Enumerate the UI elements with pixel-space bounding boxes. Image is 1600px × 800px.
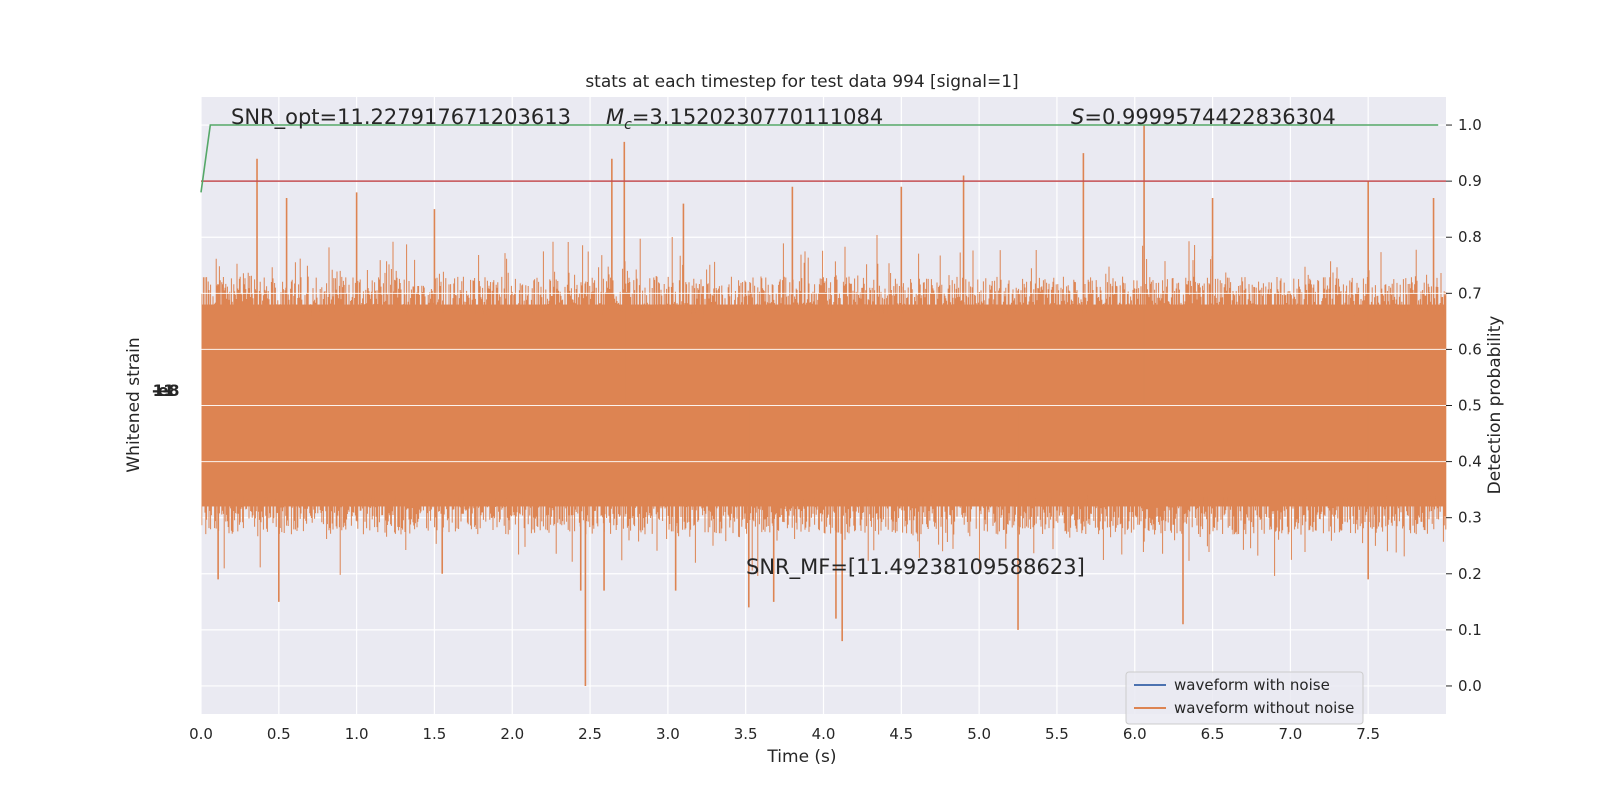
legend-label-clean: waveform without noise [1174, 699, 1354, 717]
s-annotation: S=0.9999574422836304 [1071, 105, 1336, 129]
x-axis-label: Time (s) [766, 747, 836, 767]
y-tick-label: 0.9 [1458, 172, 1482, 190]
snr-opt-annotation: SNR_opt=11.227917671203613 [231, 105, 571, 130]
x-tick-label: 5.0 [967, 725, 991, 743]
x-tick-label: 2.0 [500, 725, 524, 743]
x-tick-label: 4.5 [889, 725, 913, 743]
svg-text:-1e-18: -1e-18 [152, 381, 179, 400]
y-ticks-right: 0.0 0.1 0.2 0.3 0.4 0.5 0.6 0.7 0.8 0.9 1.0 [1446, 116, 1482, 695]
mc-value: =3.1520230770111084 [632, 105, 883, 129]
detection-probability-line [200, 124, 1439, 193]
y-tick-label: 0.3 [1458, 509, 1482, 527]
x-tick-label: 3.5 [734, 725, 758, 743]
y-tick-label: 0.8 [1458, 228, 1482, 246]
y-tick-label: 0.4 [1458, 453, 1482, 471]
x-tick-label: 0.5 [267, 725, 291, 743]
x-tick-label: 4.0 [812, 725, 836, 743]
y-axis-label-right: Detection probability [1485, 316, 1505, 495]
mc-symbol: M [606, 105, 624, 129]
left-tick-labels-overlap: -1e-18 [152, 381, 185, 400]
legend-box [1125, 671, 1364, 725]
x-tick-label: 3.0 [656, 725, 680, 743]
legend-label-noise: waveform with noise [1174, 676, 1330, 694]
x-tick-label: 7.5 [1356, 725, 1380, 743]
snr-mf-annotation: SNR_MF=[11.49238109588623] [746, 555, 1085, 580]
legend: waveform with noise waveform without noi… [1125, 671, 1364, 725]
x-ticks: 0.0 0.5 1.0 1.5 2.0 2.5 3.0 3.5 4.0 4.5 5.0 5.5 6.0 6… [189, 725, 1380, 743]
chart-title: stats at each timestep for test data 994… [585, 72, 1018, 92]
orange-band [200, 125, 1447, 686]
y-tick-label: 0.5 [1458, 397, 1482, 415]
x-tick-label: 1.5 [423, 725, 447, 743]
y-tick-label: 1.0 [1458, 116, 1482, 134]
x-tick-label: 7.0 [1278, 725, 1302, 743]
s-value: =0.9999574422836304 [1084, 105, 1335, 129]
y-axis-label-left: Whitened strain [124, 337, 144, 472]
y-tick-label: 0.7 [1458, 284, 1482, 302]
traces [200, 124, 1446, 686]
mc-annotation: Mc=3.1520230770111084 [606, 105, 883, 133]
x-tick-label: 6.5 [1201, 725, 1225, 743]
y-tick-label: 0.0 [1458, 677, 1482, 695]
y-tick-label: 0.6 [1458, 340, 1482, 358]
y-tick-label: 0.1 [1458, 621, 1482, 639]
x-tick-label: 0.0 [189, 725, 213, 743]
s-symbol: S [1071, 105, 1084, 129]
x-tick-label: 2.5 [578, 725, 602, 743]
x-tick-label: 6.0 [1123, 725, 1147, 743]
mc-subscript: c [624, 117, 632, 133]
y-tick-label: 0.2 [1458, 565, 1482, 583]
x-tick-label: 5.5 [1045, 725, 1069, 743]
x-tick-label: 1.0 [345, 725, 369, 743]
